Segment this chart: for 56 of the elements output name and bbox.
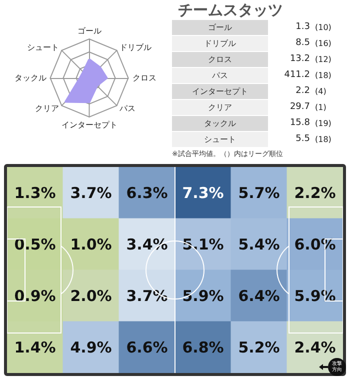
data-label: 411.2 bbox=[283, 69, 310, 82]
category-label: ドリブル bbox=[172, 36, 268, 51]
data-label: 1.3% bbox=[14, 184, 56, 202]
data-label: 3.4% bbox=[126, 235, 168, 254]
data-label: 3.7% bbox=[126, 286, 168, 305]
data-label: 29.7 bbox=[288, 101, 310, 114]
category-label: クリア bbox=[172, 100, 268, 115]
spoke-label: クリア bbox=[34, 104, 59, 113]
data-label: 0.9% bbox=[14, 286, 56, 305]
category-label: ゴール bbox=[172, 20, 268, 35]
data-label: 5.5 bbox=[294, 133, 310, 146]
data-label: 6.4% bbox=[238, 286, 280, 305]
data-label: 5.2% bbox=[238, 338, 280, 356]
spoke-label: タックル bbox=[14, 74, 46, 82]
data-label: 6.3% bbox=[126, 184, 168, 202]
data-label: 6.6% bbox=[126, 338, 168, 356]
text: チームスタッツ bbox=[177, 0, 284, 20]
data-label: 5.4% bbox=[238, 235, 280, 254]
data-label: 2.2% bbox=[294, 184, 336, 202]
category-label: クロス bbox=[172, 52, 268, 67]
data-label: 0.5% bbox=[14, 235, 56, 254]
data-label: (16) bbox=[314, 38, 332, 50]
data-label: 1.4% bbox=[14, 338, 56, 356]
data-label: 15.8 bbox=[288, 117, 310, 130]
data-label: 6.8% bbox=[182, 338, 224, 356]
category-label: パス bbox=[172, 68, 268, 83]
category-label: シュート bbox=[172, 132, 268, 147]
spoke-label: シュート bbox=[26, 43, 59, 52]
category-label: タックル bbox=[172, 116, 268, 131]
data-label: (10) bbox=[314, 22, 332, 34]
data-label: 5.9% bbox=[294, 286, 336, 305]
data-label: 1.0% bbox=[70, 235, 112, 254]
data-label: 5.9% bbox=[182, 286, 224, 305]
data-label: 4.9% bbox=[70, 338, 112, 356]
spoke-label: パス bbox=[118, 104, 136, 113]
data-label: 5.7% bbox=[238, 184, 280, 202]
data-label: 7.3% bbox=[182, 184, 224, 202]
data-label: (1) bbox=[314, 102, 328, 114]
data-label: 2.0% bbox=[70, 286, 112, 305]
spoke-label: ドリブル bbox=[120, 43, 152, 52]
data-label: 8.5 bbox=[294, 37, 310, 50]
data-label: 1.3 bbox=[294, 21, 310, 34]
spoke-label: クロス bbox=[132, 74, 156, 82]
data-label: (19) bbox=[314, 118, 332, 130]
data-label: 2.4% bbox=[294, 338, 336, 356]
data-label: 3.7% bbox=[70, 184, 112, 202]
data-label: 13.2 bbox=[288, 53, 310, 66]
data-label: (12) bbox=[314, 54, 332, 66]
data-label: (4) bbox=[314, 86, 328, 98]
category-label: インターセプト bbox=[172, 84, 268, 99]
spoke-label: インターセプト bbox=[61, 120, 118, 130]
data-label: 2.2 bbox=[294, 85, 310, 98]
data-label: 5.1% bbox=[182, 235, 224, 254]
spoke-label: ゴール bbox=[77, 26, 102, 36]
data-label: (18) bbox=[314, 70, 332, 82]
data-label: (18) bbox=[314, 134, 332, 146]
